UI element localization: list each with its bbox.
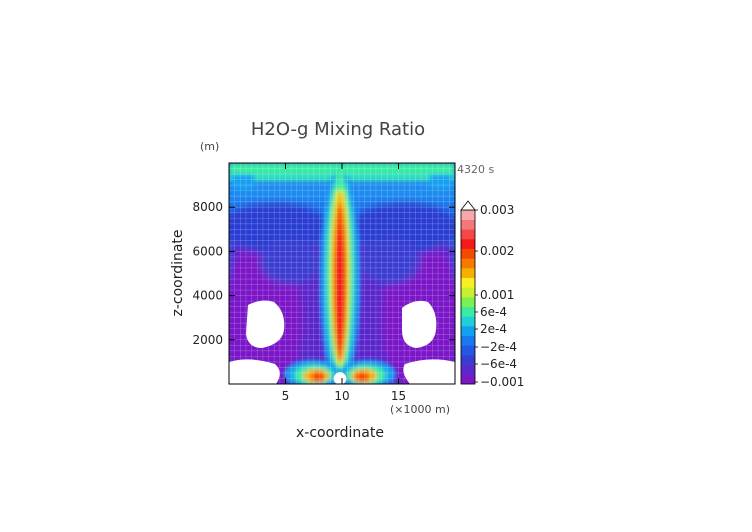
colorbar-swatch: [461, 326, 475, 336]
y-ticks: 2000 4000 6000 8000: [192, 200, 455, 347]
x-tick-label: 15: [391, 389, 406, 403]
colorbar: [460, 200, 476, 385]
x-ticks: 5 10 15: [282, 163, 406, 403]
colorbar-label: 0.002: [480, 244, 514, 258]
colorbar-label: −6e-4: [480, 357, 517, 371]
y-tick-label: 4000: [192, 289, 223, 303]
colorbar-label: −0.001: [480, 375, 524, 389]
grid: [229, 163, 455, 384]
colorbar-label: 2e-4: [480, 322, 507, 336]
colorbar-swatch: [461, 355, 475, 365]
colorbar-swatch: [461, 364, 475, 375]
colorbar-label: 0.003: [480, 203, 514, 217]
colorbar-swatch: [461, 210, 475, 220]
colorbar-swatch: [461, 239, 475, 249]
colorbar-swatch: [461, 297, 475, 307]
chart-title: H2O-g Mixing Ratio: [251, 119, 425, 140]
y-tick-label: 2000: [192, 333, 223, 347]
colorbar-extend-arrow: [460, 200, 476, 211]
y-tick-label: 8000: [192, 200, 223, 214]
y-axis-label: z-coordinate: [170, 229, 186, 316]
colorbar-label: −2e-4: [480, 340, 517, 354]
colorbar-swatch: [461, 306, 475, 317]
x-axis-label: x-coordinate: [296, 425, 384, 441]
colorbar-swatch: [461, 345, 475, 356]
colorbar-swatch: [461, 335, 475, 346]
colorbar-label: 6e-4: [480, 305, 507, 319]
colorbar-swatch: [461, 277, 475, 288]
x-unit: (×1000 m): [390, 403, 450, 416]
time-label: 4320 s: [457, 163, 494, 176]
colorbar-swatch: [461, 268, 475, 278]
colorbar-labels: 0.003 0.002 0.001 6e-4 2e-4 −2e-4 −6e-4 −0.001: [475, 203, 524, 389]
colorbar-swatch: [461, 316, 475, 327]
x-tick-label: 10: [334, 389, 349, 403]
colorbar-swatch: [461, 248, 475, 259]
colorbar-swatch: [461, 219, 475, 230]
colorbar-swatch: [461, 374, 475, 385]
colorbar-label: 0.001: [480, 288, 514, 302]
colorbar-swatch: [461, 258, 475, 269]
y-unit: (m): [200, 140, 219, 153]
contour-field: [229, 163, 455, 384]
y-tick-label: 6000: [192, 244, 223, 258]
colorbar-swatch: [461, 287, 475, 298]
colorbar-swatch: [461, 229, 475, 240]
x-tick-label: 5: [282, 389, 290, 403]
